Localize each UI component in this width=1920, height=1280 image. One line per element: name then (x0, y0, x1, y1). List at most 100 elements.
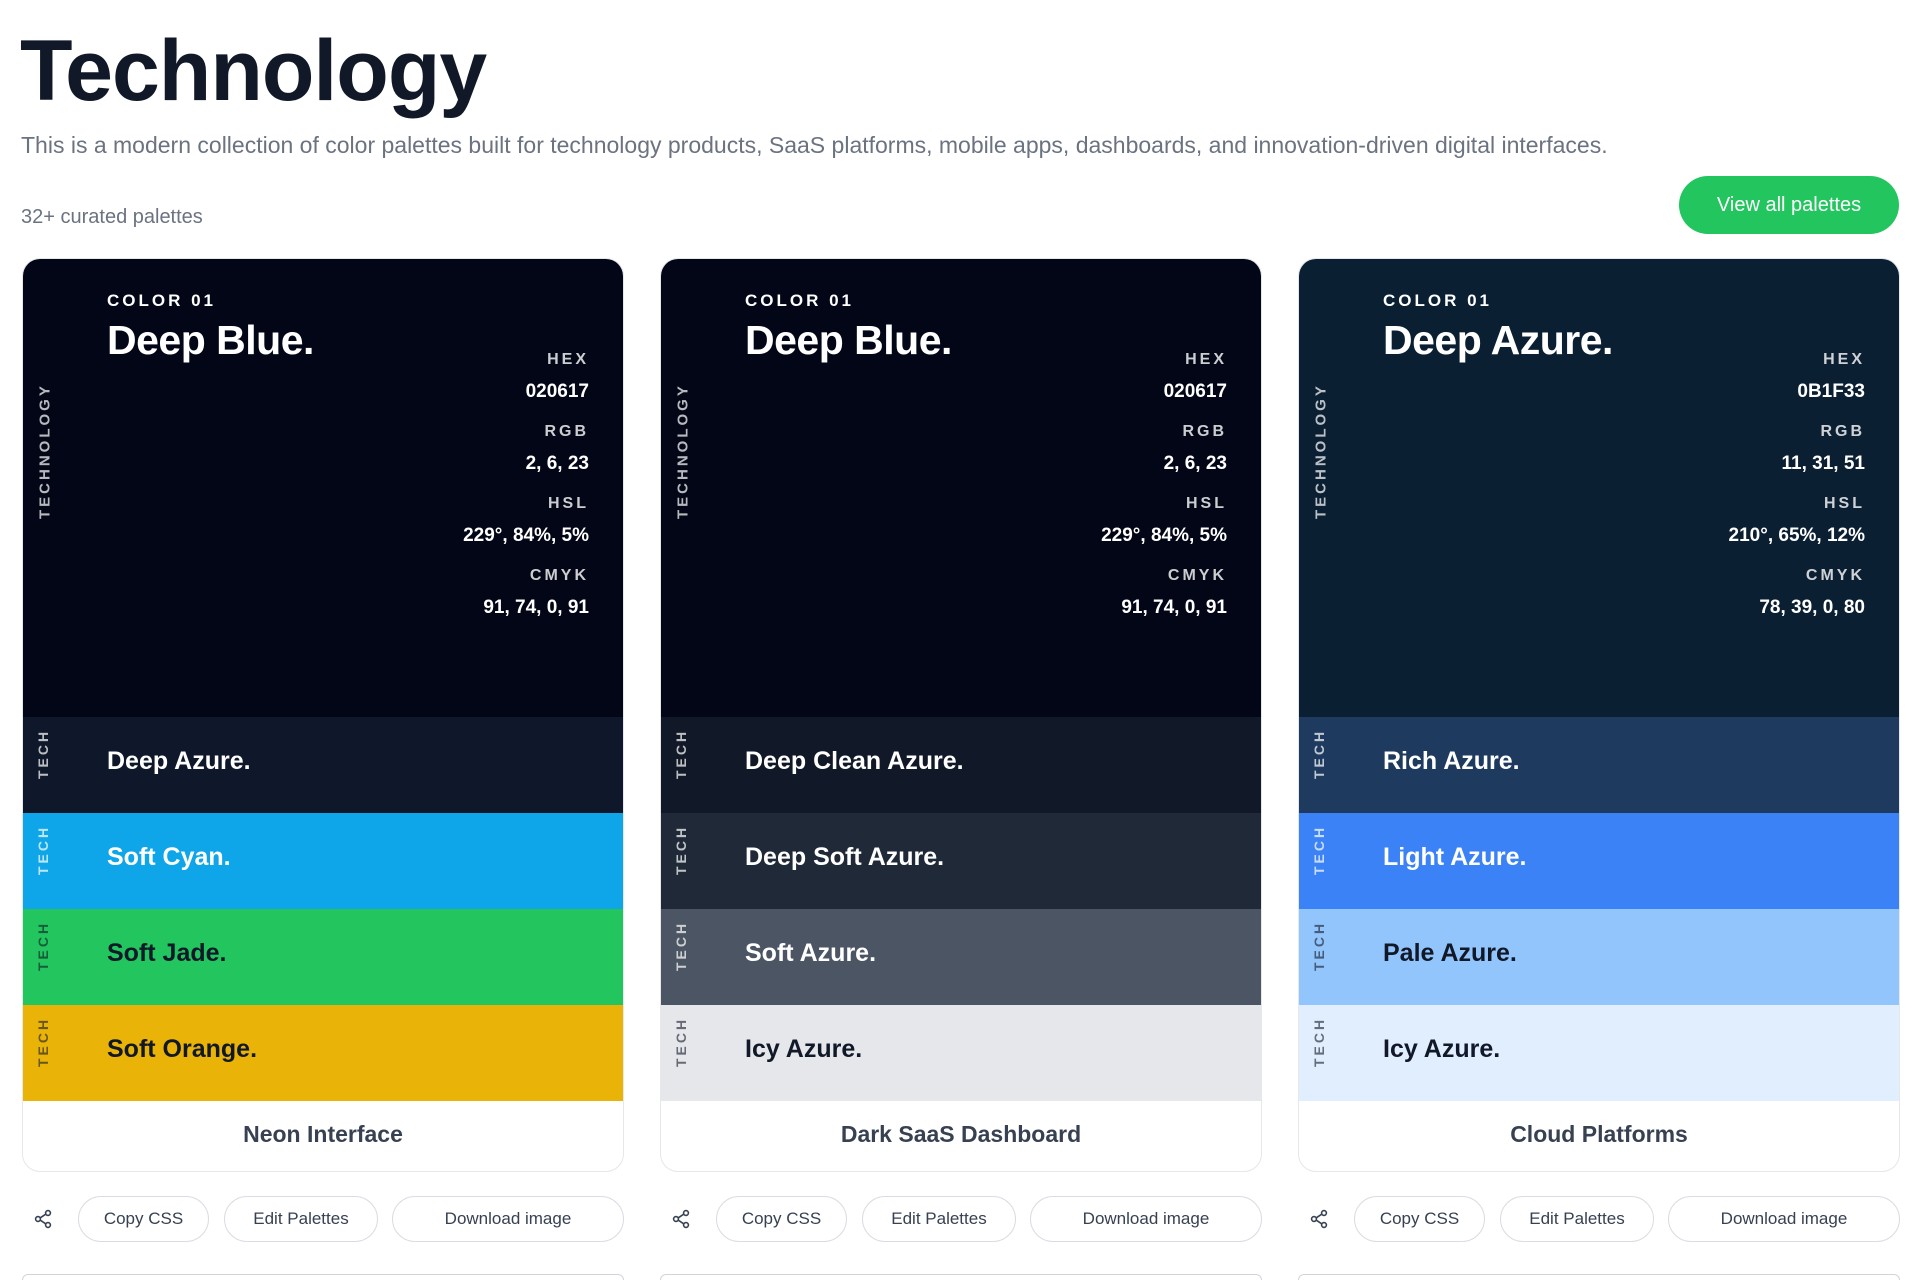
spec-rgb: RGB 2, 6, 23 (526, 423, 589, 475)
color-name: Deep Azure. (1383, 317, 1613, 363)
swatch-vertical-label: TECH (673, 824, 689, 876)
swatch-name: Rich Azure. (1383, 747, 1520, 775)
spec-hex-label: HEX (1823, 351, 1865, 368)
palette-actions: Copy CSS Edit Palettes Download image (1298, 1196, 1900, 1242)
swatch-name: Soft Cyan. (107, 843, 231, 871)
next-card-edge (1298, 1274, 1900, 1280)
color-swatch[interactable]: TECH Soft Cyan. (23, 813, 623, 909)
color-swatch[interactable]: TECH Light Azure. (1299, 813, 1899, 909)
spec-hex: HEX 020617 (526, 351, 589, 403)
swatch-name: Soft Azure. (745, 939, 877, 967)
share-icon (672, 1209, 690, 1229)
color-swatch[interactable]: TECH Deep Azure. (23, 717, 623, 813)
page-title: Technology (20, 23, 487, 119)
spec-hex-label: HEX (1185, 351, 1227, 368)
spec-cmyk: CMYK 78, 39, 0, 80 (1759, 567, 1865, 619)
swatch-name: Icy Azure. (1383, 1035, 1501, 1063)
next-card-edge (660, 1274, 1262, 1280)
share-button[interactable] (666, 1204, 696, 1234)
spec-rgb-label: RGB (1820, 423, 1865, 440)
spec-hsl-label: HSL (1824, 495, 1865, 512)
edit-palettes-button[interactable]: Edit Palettes (224, 1196, 378, 1242)
download-image-button[interactable]: Download image (1030, 1196, 1262, 1242)
category-vertical-label: TECHNOLOGY (674, 383, 692, 519)
swatch-vertical-label: TECH (673, 1016, 689, 1068)
copy-css-button[interactable]: Copy CSS (716, 1196, 847, 1242)
palette-title: Neon Interface (243, 1121, 403, 1147)
spec-hex-value[interactable]: 020617 (525, 381, 589, 402)
edit-palettes-button[interactable]: Edit Palettes (1500, 1196, 1654, 1242)
spec-rgb-value[interactable]: 2, 6, 23 (1163, 453, 1227, 474)
color-swatch[interactable]: TECH Rich Azure. (1299, 717, 1899, 813)
color-swatch[interactable]: TECH Deep Clean Azure. (661, 717, 1261, 813)
color-name: Deep Blue. (107, 317, 314, 363)
spec-rgb-label: RGB (544, 423, 589, 440)
spec-hex-value[interactable]: 020617 (1163, 381, 1227, 402)
swatch-vertical-label: TECH (35, 824, 51, 876)
color-number: COLOR 01 (745, 291, 855, 310)
swatch-name: Deep Clean Azure. (745, 747, 964, 775)
copy-css-button[interactable]: Copy CSS (78, 1196, 209, 1242)
spec-cmyk-value[interactable]: 78, 39, 0, 80 (1759, 597, 1865, 618)
spec-cmyk: CMYK 91, 74, 0, 91 (483, 567, 589, 619)
download-image-button[interactable]: Download image (1668, 1196, 1900, 1242)
spec-hsl: HSL 229°, 84%, 5% (463, 495, 589, 547)
spec-rgb: RGB 2, 6, 23 (1164, 423, 1227, 475)
color-swatch[interactable]: TECH Soft Jade. (23, 909, 623, 1005)
spec-hex-value[interactable]: 0B1F33 (1797, 381, 1865, 402)
spec-hex: HEX 020617 (1164, 351, 1227, 403)
swatch-vertical-label: TECH (1311, 728, 1327, 780)
spec-rgb-label: RGB (1182, 423, 1227, 440)
swatch-vertical-label: TECH (1311, 824, 1327, 876)
swatch-vertical-label: TECH (35, 920, 51, 972)
swatch-name: Light Azure. (1383, 843, 1527, 871)
swatch-name: Icy Azure. (745, 1035, 863, 1063)
share-icon (34, 1209, 52, 1229)
share-button[interactable] (28, 1204, 58, 1234)
spec-cmyk-value[interactable]: 91, 74, 0, 91 (1121, 597, 1227, 618)
palette-card[interactable]: TECHNOLOGY COLOR 01 Deep Blue. HEX 02061… (660, 258, 1262, 1172)
palette-title: Cloud Platforms (1510, 1121, 1688, 1147)
swatch-vertical-label: TECH (673, 920, 689, 972)
color-swatch[interactable]: TECH Soft Azure. (661, 909, 1261, 1005)
swatch-vertical-label: TECH (673, 728, 689, 780)
spec-hsl-value[interactable]: 229°, 84%, 5% (1101, 525, 1227, 546)
view-all-palettes-button[interactable]: View all palettes (1679, 176, 1899, 234)
swatch-vertical-label: TECH (35, 1016, 51, 1068)
spec-rgb: RGB 11, 31, 51 (1782, 423, 1865, 475)
main-color-swatch[interactable]: TECHNOLOGY COLOR 01 Deep Blue. HEX 02061… (661, 259, 1261, 717)
palette-card[interactable]: TECHNOLOGY COLOR 01 Deep Blue. HEX 02061… (22, 258, 624, 1172)
swatch-name: Soft Orange. (107, 1035, 258, 1063)
color-swatch[interactable]: TECH Soft Orange. (23, 1005, 623, 1101)
color-number: COLOR 01 (1383, 291, 1493, 310)
download-image-button[interactable]: Download image (392, 1196, 624, 1242)
spec-rgb-value[interactable]: 2, 6, 23 (525, 453, 589, 474)
spec-hsl: HSL 210°, 65%, 12% (1729, 495, 1865, 547)
swatch-vertical-label: TECH (1311, 1016, 1327, 1068)
spec-cmyk-label: CMYK (1167, 567, 1227, 584)
copy-css-button[interactable]: Copy CSS (1354, 1196, 1485, 1242)
color-swatch[interactable]: TECH Icy Azure. (1299, 1005, 1899, 1101)
spec-rgb-value[interactable]: 11, 31, 51 (1781, 453, 1865, 474)
main-color-swatch[interactable]: TECHNOLOGY COLOR 01 Deep Azure. HEX 0B1F… (1299, 259, 1899, 717)
share-button[interactable] (1304, 1204, 1334, 1234)
color-swatch[interactable]: TECH Icy Azure. (661, 1005, 1261, 1101)
main-color-swatch[interactable]: TECHNOLOGY COLOR 01 Deep Blue. HEX 02061… (23, 259, 623, 717)
palette-actions: Copy CSS Edit Palettes Download image (22, 1196, 624, 1242)
color-swatch[interactable]: TECH Deep Soft Azure. (661, 813, 1261, 909)
spec-hex: HEX 0B1F33 (1797, 351, 1865, 403)
category-vertical-label: TECHNOLOGY (36, 383, 54, 519)
color-number: COLOR 01 (107, 291, 217, 310)
spec-hex-label: HEX (547, 351, 589, 368)
spec-cmyk-label: CMYK (529, 567, 589, 584)
palette-card[interactable]: TECHNOLOGY COLOR 01 Deep Azure. HEX 0B1F… (1298, 258, 1900, 1172)
spec-hsl-value[interactable]: 229°, 84%, 5% (463, 525, 589, 546)
swatch-name: Deep Soft Azure. (745, 843, 945, 871)
spec-hsl-value[interactable]: 210°, 65%, 12% (1728, 525, 1865, 546)
spec-cmyk: CMYK 91, 74, 0, 91 (1121, 567, 1227, 619)
color-swatch[interactable]: TECH Pale Azure. (1299, 909, 1899, 1005)
spec-hsl: HSL 229°, 84%, 5% (1101, 495, 1227, 547)
page-description: This is a modern collection of color pal… (21, 132, 1608, 158)
spec-cmyk-value[interactable]: 91, 74, 0, 91 (483, 597, 589, 618)
edit-palettes-button[interactable]: Edit Palettes (862, 1196, 1016, 1242)
